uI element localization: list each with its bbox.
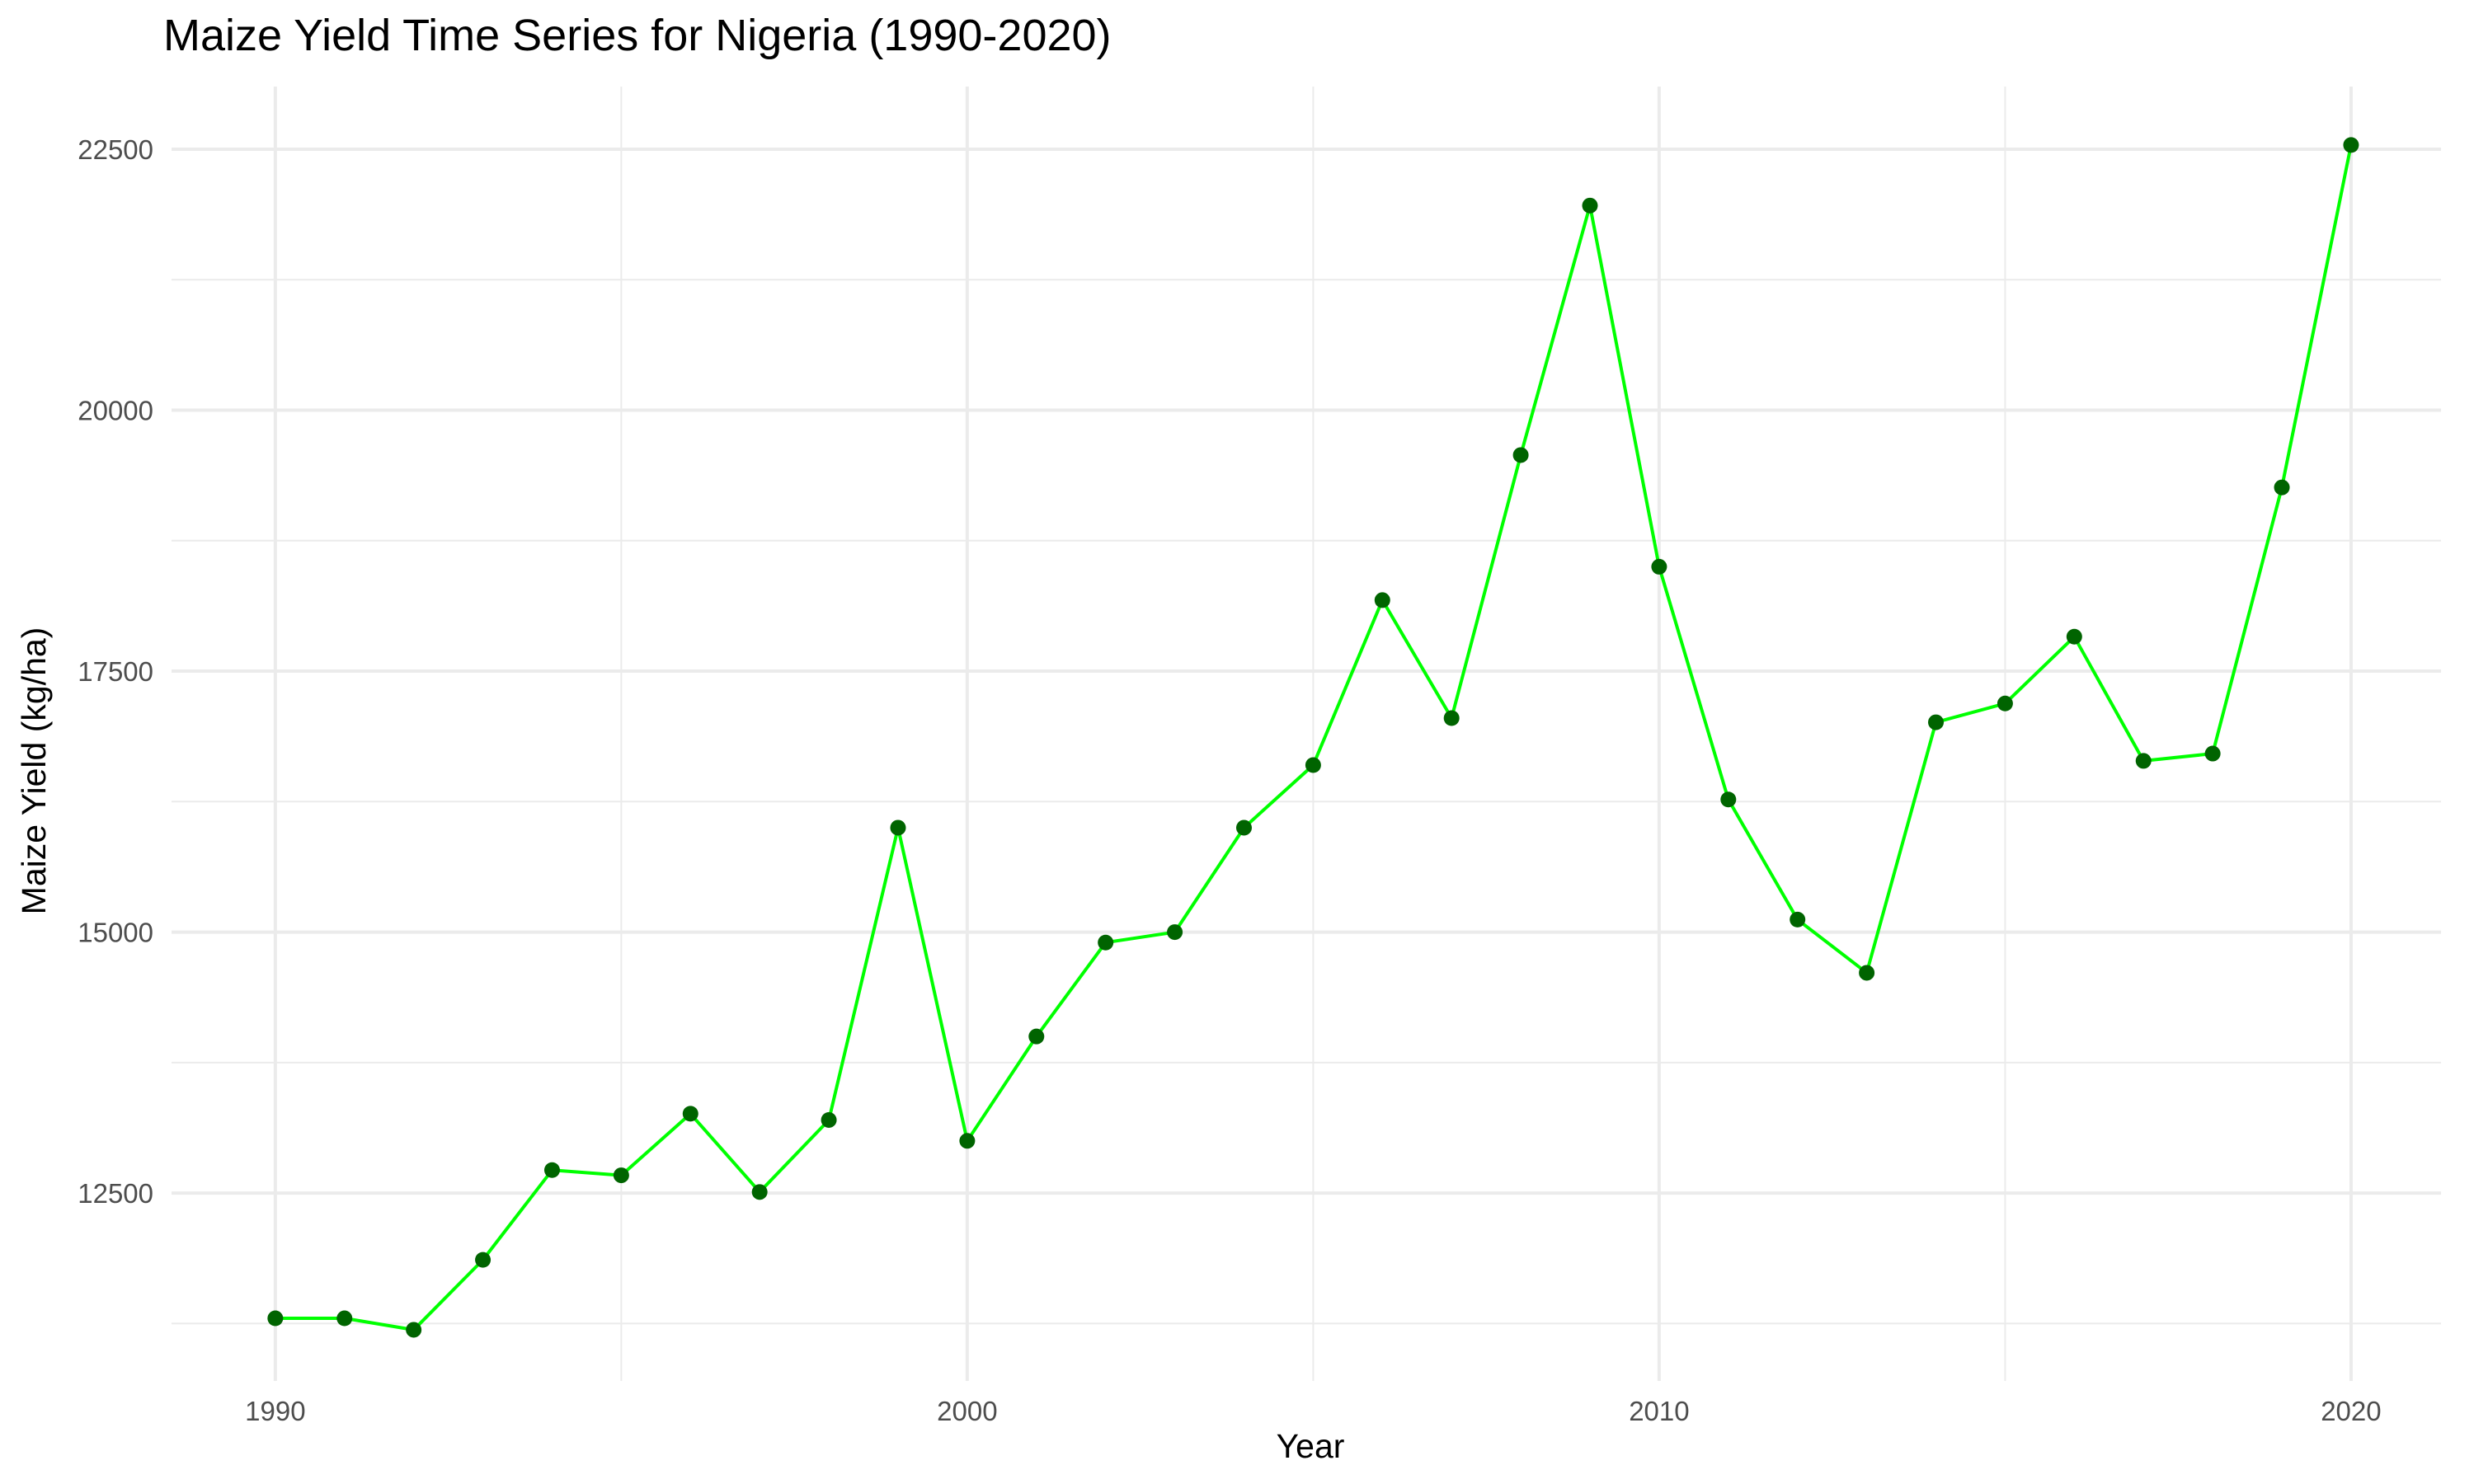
data-point	[1997, 695, 2013, 711]
data-point	[1098, 934, 1114, 951]
data-point	[751, 1184, 768, 1200]
data-point	[336, 1310, 353, 1327]
data-point	[2343, 137, 2359, 153]
x-tick-label: 2020	[2321, 1396, 2381, 1426]
data-point	[1305, 757, 1321, 773]
x-tick-label: 1990	[245, 1396, 305, 1426]
data-point	[1859, 965, 1875, 981]
data-point	[821, 1111, 837, 1128]
data-point	[613, 1167, 629, 1184]
y-tick-label: 17500	[78, 656, 153, 687]
data-point	[682, 1106, 698, 1122]
data-point	[475, 1252, 492, 1268]
y-tick-label: 20000	[78, 396, 153, 426]
x-tick-label: 2010	[1629, 1396, 1689, 1426]
data-point	[1374, 592, 1390, 608]
data-point	[1443, 710, 1460, 726]
data-point	[2135, 753, 2152, 769]
y-tick-labels: 12500 15000 17500 20000 22500	[78, 134, 153, 1209]
data-point	[406, 1322, 422, 1338]
data-point	[2274, 479, 2290, 495]
data-point	[1167, 924, 1183, 941]
data-point	[1028, 1028, 1045, 1045]
data-point	[890, 819, 906, 836]
data-point	[267, 1310, 284, 1327]
minor-gridlines	[172, 87, 2441, 1381]
y-tick-label: 12500	[78, 1178, 153, 1209]
major-gridlines	[172, 87, 2441, 1381]
data-point	[1651, 558, 1667, 575]
data-point	[1720, 791, 1737, 808]
x-tick-labels: 1990 2000 2010 2020	[245, 1396, 2381, 1426]
data-point	[2204, 745, 2221, 762]
data-point	[959, 1133, 976, 1149]
x-axis-title: Year	[1277, 1427, 1345, 1465]
data-point	[1582, 197, 1598, 214]
data-point	[1790, 911, 1806, 928]
y-tick-label: 22500	[78, 134, 153, 165]
data-point	[2066, 628, 2082, 645]
data-points	[267, 137, 2359, 1338]
y-tick-label: 15000	[78, 918, 153, 948]
chart-title: Maize Yield Time Series for Nigeria (199…	[163, 11, 1112, 60]
data-point	[543, 1162, 560, 1178]
y-axis-title: Maize Yield (kg/ha)	[15, 627, 53, 915]
x-tick-label: 2000	[937, 1396, 997, 1426]
data-point	[1512, 447, 1529, 463]
data-point	[1928, 714, 1945, 730]
data-point	[1235, 819, 1252, 836]
